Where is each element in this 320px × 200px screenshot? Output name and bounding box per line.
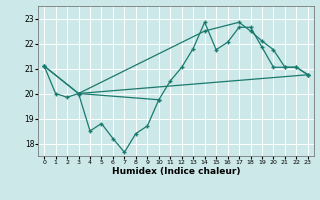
X-axis label: Humidex (Indice chaleur): Humidex (Indice chaleur)	[112, 167, 240, 176]
